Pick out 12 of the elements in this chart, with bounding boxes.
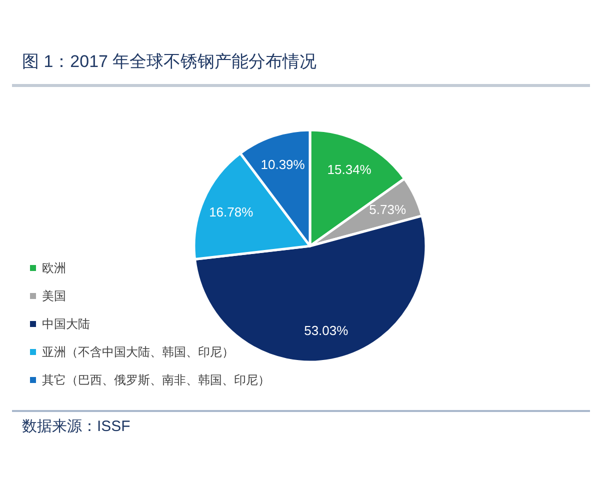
legend-label: 美国 [42, 289, 66, 303]
chart-title: 图 1：2017 年全球不锈钢产能分布情况 [12, 44, 590, 87]
legend-label: 其它（巴西、俄罗斯、南非、韩国、印尼） [42, 373, 270, 387]
data-label: 53.03% [304, 322, 349, 338]
source-note: 数据来源：ISSF [12, 410, 590, 436]
data-label: 5.73% [369, 202, 406, 217]
legend-label: 亚洲（不含中国大陆、韩国、印尼） [42, 345, 234, 359]
data-label: 10.39% [260, 157, 306, 172]
data-label: 16.78% [209, 204, 254, 220]
legend-label: 欧洲 [42, 261, 66, 275]
legend-label: 中国大陆 [42, 317, 90, 331]
data-label: 15.34% [327, 162, 372, 178]
